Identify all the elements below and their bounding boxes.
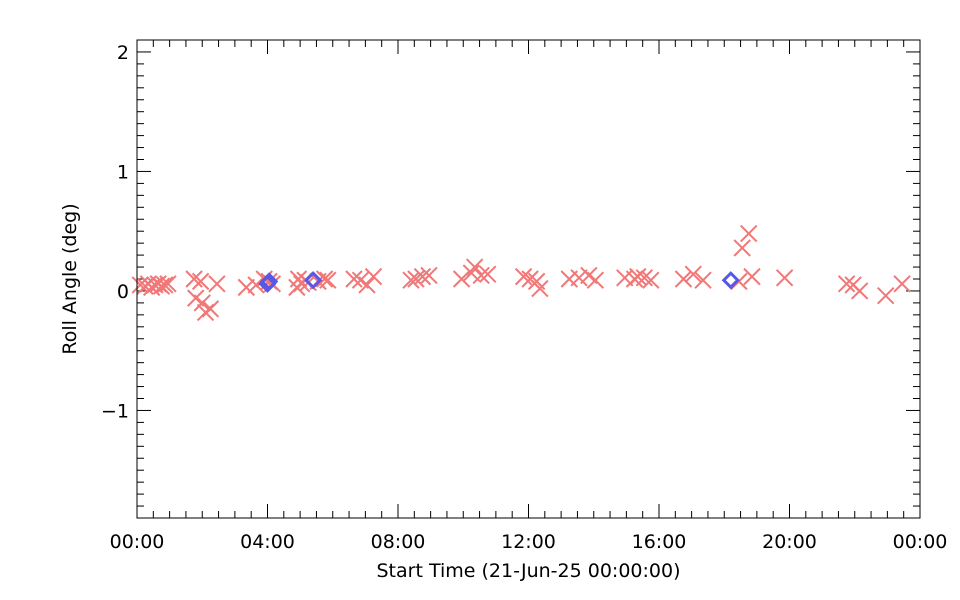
diamond-marker-point: [260, 272, 279, 291]
x-axis-title: Start Time (21-Jun-25 00:00:00): [377, 560, 681, 582]
x-marker-point: [837, 275, 856, 293]
x-tick-label: 00:00: [110, 531, 165, 553]
x-marker-point: [402, 271, 420, 289]
x-marker-point: [345, 270, 363, 288]
x-marker-point: [407, 270, 425, 288]
x-marker-point: [642, 271, 660, 289]
x-marker-point: [208, 275, 226, 293]
x-marker-point: [635, 269, 654, 287]
y-axis-title: Roll Angle (deg): [59, 203, 81, 354]
y-tick-label: 0: [117, 281, 129, 303]
x-marker-point: [364, 267, 383, 286]
x-tick-label: 04:00: [240, 531, 295, 553]
x-marker-point: [152, 277, 171, 295]
plot-frame: [136, 39, 921, 519]
x-marker-point: [531, 279, 549, 298]
x-marker-point: [586, 271, 605, 289]
x-marker-point: [420, 266, 438, 285]
x-marker-point: [156, 276, 174, 294]
x-marker-point: [850, 282, 869, 300]
x-tick-label: 20:00: [762, 531, 817, 553]
x-marker-point: [684, 265, 702, 283]
x-marker-point: [185, 270, 203, 288]
y-tick-label: 2: [117, 42, 129, 64]
x-marker-point: [479, 265, 497, 283]
x-marker-point: [315, 270, 334, 288]
x-marker-point: [740, 224, 758, 243]
x-marker-point: [570, 269, 588, 287]
x-marker-point: [893, 275, 911, 293]
x-marker-point: [193, 294, 211, 312]
x-marker-point: [743, 267, 761, 286]
x-marker-point: [694, 271, 712, 289]
x-marker-point: [877, 287, 895, 305]
x-tick-label: 12:00: [501, 531, 556, 553]
x-marker-point: [319, 271, 337, 289]
x-marker-point: [775, 269, 794, 287]
x-marker-point: [733, 239, 751, 257]
x-marker-point: [191, 272, 210, 291]
x-marker-point: [465, 258, 484, 276]
x-marker-point: [462, 264, 481, 282]
x-tick-label: 00:00: [893, 531, 948, 553]
x-marker-point: [514, 267, 533, 286]
x-marker-point: [413, 267, 432, 286]
x-marker-point: [201, 300, 220, 318]
diamond-marker-point: [304, 271, 323, 290]
x-marker-point: [237, 278, 256, 297]
x-tick-label: 16:00: [632, 531, 687, 553]
x-marker-point: [358, 276, 376, 294]
x-marker-point: [159, 275, 177, 293]
x-marker-point: [247, 276, 265, 294]
x-marker-point: [472, 266, 490, 285]
y-tick-label: 1: [117, 161, 129, 183]
x-marker-point: [289, 270, 308, 288]
x-tick-label: 08:00: [371, 531, 426, 553]
x-marker-point: [674, 270, 693, 288]
data-points: [131, 224, 911, 322]
diamond-marker-point: [721, 271, 740, 290]
x-marker-point: [629, 267, 647, 286]
y-tick-label: −1: [101, 400, 129, 422]
